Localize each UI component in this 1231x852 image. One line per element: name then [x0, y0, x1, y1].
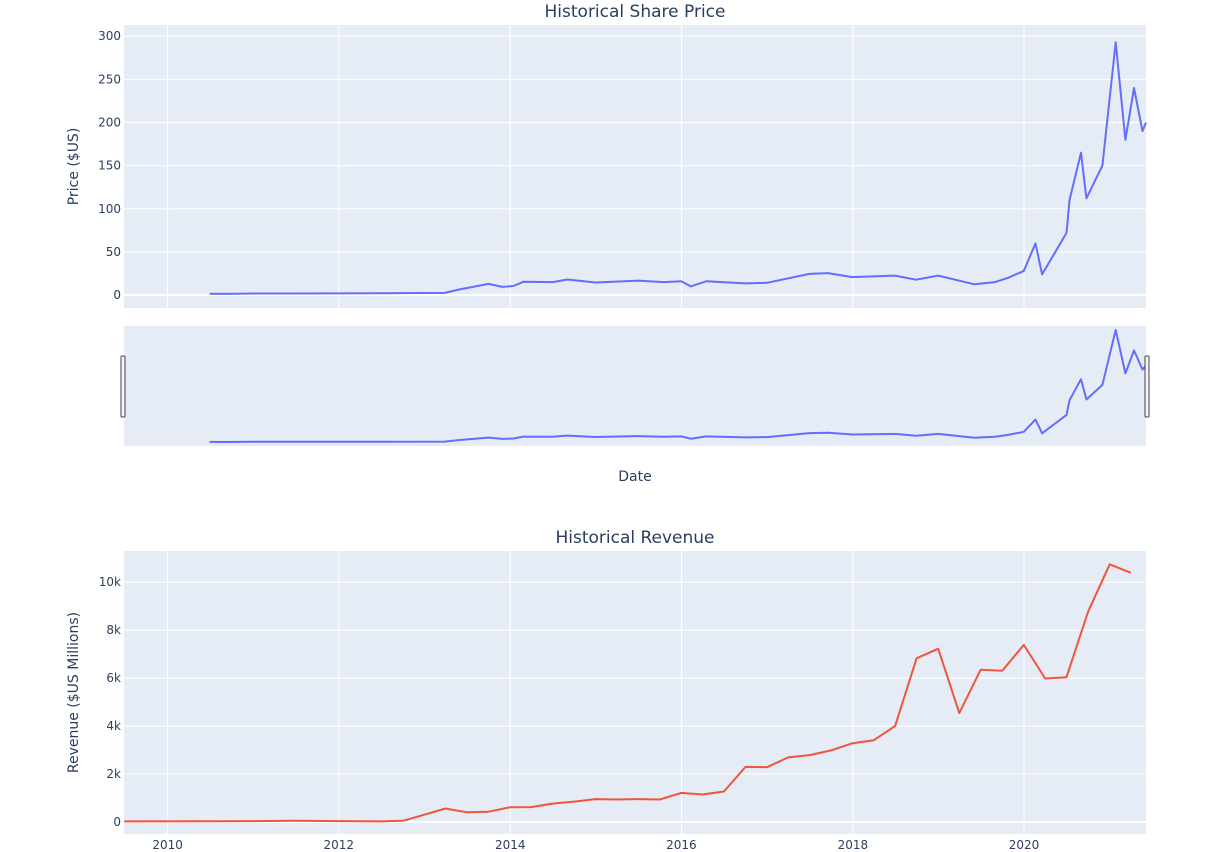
price-vertical-gridlines — [167, 25, 1025, 308]
revenue-y-tick-label: 6k — [106, 671, 121, 685]
price-y-axis-label: Price ($US) — [66, 128, 82, 206]
revenue-chart-title: Historical Revenue — [555, 528, 714, 548]
range-slider-left-handle[interactable] — [120, 355, 126, 418]
revenue-y-tick-label: 8k — [106, 623, 121, 637]
revenue-y-tick-label: 10k — [99, 575, 121, 589]
price-plot-area[interactable] — [124, 25, 1146, 308]
revenue-y-tick-label: 0 — [113, 815, 121, 829]
price-y-tick-labels: 0 50 100 150 200 250 300 — [98, 29, 121, 302]
revenue-x-tick-labels: 2010 2012 2014 2016 2018 2020 — [152, 838, 1039, 852]
price-y-tick-label: 300 — [98, 29, 121, 43]
price-chart: Historical Share Price 0 50 100 150 200 250 30… — [66, 2, 1147, 308]
revenue-vertical-gridlines — [167, 551, 1025, 834]
revenue-x-tick-label: 2018 — [838, 838, 869, 852]
revenue-series-line[interactable] — [124, 563, 1132, 823]
range-slider-background[interactable] — [124, 326, 1146, 446]
revenue-y-tick-label: 2k — [106, 767, 121, 781]
revenue-plot-area[interactable] — [124, 551, 1146, 834]
price-chart-title: Historical Share Price — [545, 2, 726, 22]
revenue-y-tick-label: 4k — [106, 719, 121, 733]
range-slider-right-handle[interactable] — [1144, 355, 1150, 418]
price-y-tick-label: 100 — [98, 202, 121, 216]
revenue-chart: Historical Revenue 0 2k 4k 6k 8k 10k 2010 2012… — [66, 528, 1146, 852]
price-x-axis-label: Date — [618, 469, 651, 485]
revenue-y-axis-label: Revenue ($US Millions) — [66, 612, 82, 773]
price-y-tick-label: 50 — [106, 245, 121, 259]
revenue-y-tick-labels: 0 2k 4k 6k 8k 10k — [99, 575, 121, 829]
revenue-x-tick-label: 2010 — [152, 838, 183, 852]
price-y-tick-label: 200 — [98, 115, 121, 129]
range-slider-series-line — [209, 329, 1147, 443]
price-y-tick-label: 0 — [113, 288, 121, 302]
price-series-line[interactable] — [209, 41, 1147, 295]
price-horizontal-gridlines — [124, 35, 1146, 297]
revenue-x-tick-label: 2016 — [666, 838, 697, 852]
revenue-x-tick-label: 2012 — [324, 838, 355, 852]
range-slider[interactable] — [120, 326, 1150, 446]
price-y-tick-label: 150 — [98, 159, 121, 173]
revenue-x-tick-label: 2020 — [1009, 838, 1040, 852]
revenue-x-tick-label: 2014 — [495, 838, 526, 852]
price-y-tick-label: 250 — [98, 72, 121, 86]
